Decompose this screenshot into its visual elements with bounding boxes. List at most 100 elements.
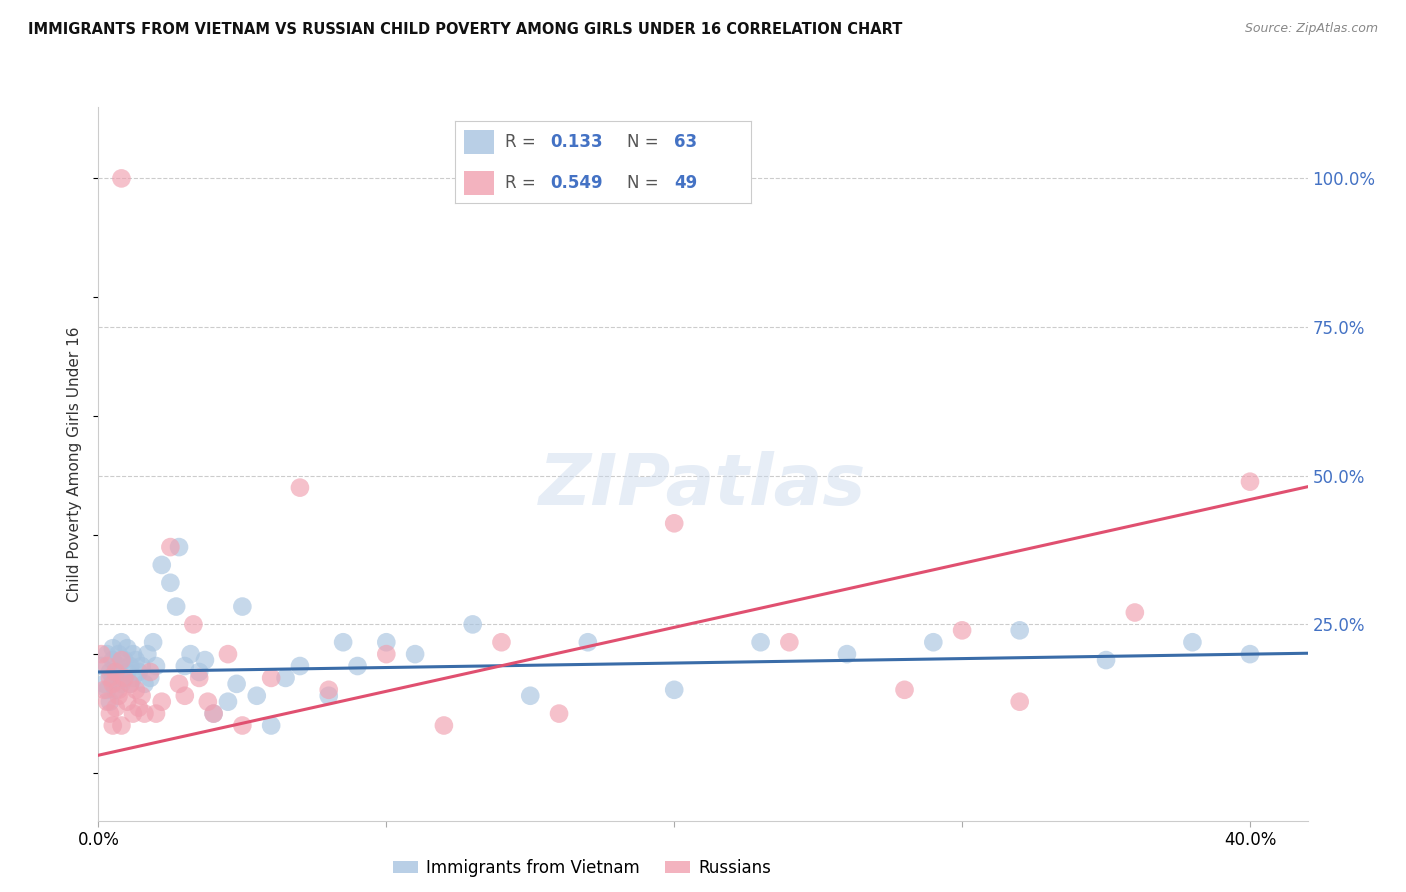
Point xyxy=(120,677,142,691)
Point xyxy=(225,677,247,691)
Point xyxy=(180,647,202,661)
Point xyxy=(122,647,145,661)
Point xyxy=(346,659,368,673)
Point xyxy=(96,695,118,709)
Point xyxy=(125,682,148,697)
Point xyxy=(922,635,945,649)
Point xyxy=(101,718,124,732)
Point xyxy=(145,706,167,721)
Point xyxy=(120,677,142,691)
Point xyxy=(188,671,211,685)
Point xyxy=(150,558,173,572)
Point xyxy=(404,647,426,661)
Point xyxy=(433,718,456,732)
Point xyxy=(548,706,571,721)
Point xyxy=(107,689,129,703)
Point xyxy=(131,689,153,703)
Point xyxy=(98,706,121,721)
Point xyxy=(112,653,135,667)
Point xyxy=(183,617,205,632)
Point xyxy=(101,677,124,691)
Point xyxy=(519,689,541,703)
Point xyxy=(318,682,340,697)
Point xyxy=(202,706,225,721)
Point xyxy=(950,624,973,638)
Point xyxy=(96,647,118,661)
Point xyxy=(104,700,127,714)
Point xyxy=(134,677,156,691)
Point xyxy=(260,718,283,732)
Point xyxy=(274,671,297,685)
Point xyxy=(128,700,150,714)
Point xyxy=(122,706,145,721)
Point xyxy=(139,665,162,679)
Point xyxy=(115,695,138,709)
Point xyxy=(217,695,239,709)
Point xyxy=(125,653,148,667)
Point xyxy=(142,635,165,649)
Point xyxy=(461,617,484,632)
Point xyxy=(194,653,217,667)
Text: IMMIGRANTS FROM VIETNAM VS RUSSIAN CHILD POVERTY AMONG GIRLS UNDER 16 CORRELATIO: IMMIGRANTS FROM VIETNAM VS RUSSIAN CHILD… xyxy=(28,22,903,37)
Point xyxy=(96,682,118,697)
Y-axis label: Child Poverty Among Girls Under 16: Child Poverty Among Girls Under 16 xyxy=(67,326,83,601)
Point xyxy=(93,677,115,691)
Point xyxy=(491,635,513,649)
Point xyxy=(104,665,127,679)
Point xyxy=(96,659,118,673)
Point xyxy=(165,599,187,614)
Point xyxy=(122,671,145,685)
Text: Source: ZipAtlas.com: Source: ZipAtlas.com xyxy=(1244,22,1378,36)
Point xyxy=(107,682,129,697)
Point xyxy=(1008,624,1031,638)
Point xyxy=(101,653,124,667)
Point xyxy=(1239,475,1261,489)
Point xyxy=(115,665,138,679)
Point xyxy=(134,706,156,721)
Point xyxy=(749,635,772,649)
Point xyxy=(576,635,599,649)
Point xyxy=(1181,635,1204,649)
Point xyxy=(893,682,915,697)
Text: ZIPatlas: ZIPatlas xyxy=(540,450,866,520)
Point xyxy=(131,659,153,673)
Point xyxy=(664,516,686,531)
Point xyxy=(1095,653,1118,667)
Point xyxy=(90,647,112,661)
Point xyxy=(101,671,124,685)
Point xyxy=(90,659,112,673)
Point xyxy=(115,641,138,656)
Point xyxy=(173,659,195,673)
Point xyxy=(150,695,173,709)
Point xyxy=(288,481,311,495)
Point xyxy=(332,635,354,649)
Point xyxy=(167,677,190,691)
Point xyxy=(104,665,127,679)
Point xyxy=(202,706,225,721)
Point xyxy=(112,671,135,685)
Point xyxy=(197,695,219,709)
Point xyxy=(173,689,195,703)
Point xyxy=(375,647,398,661)
Point xyxy=(110,635,132,649)
Point xyxy=(120,659,142,673)
Point xyxy=(1008,695,1031,709)
Point xyxy=(159,540,181,554)
Point xyxy=(288,659,311,673)
Point xyxy=(107,659,129,673)
Point xyxy=(98,671,121,685)
Point xyxy=(167,540,190,554)
Point xyxy=(1123,606,1146,620)
Point xyxy=(188,665,211,679)
Point xyxy=(1239,647,1261,661)
Point xyxy=(110,653,132,667)
Point xyxy=(128,665,150,679)
Point xyxy=(93,682,115,697)
Point xyxy=(110,718,132,732)
Point xyxy=(375,635,398,649)
Point xyxy=(110,171,132,186)
Legend: Immigrants from Vietnam, Russians: Immigrants from Vietnam, Russians xyxy=(387,853,778,884)
Point xyxy=(104,682,127,697)
Point xyxy=(136,647,159,661)
Point xyxy=(260,671,283,685)
